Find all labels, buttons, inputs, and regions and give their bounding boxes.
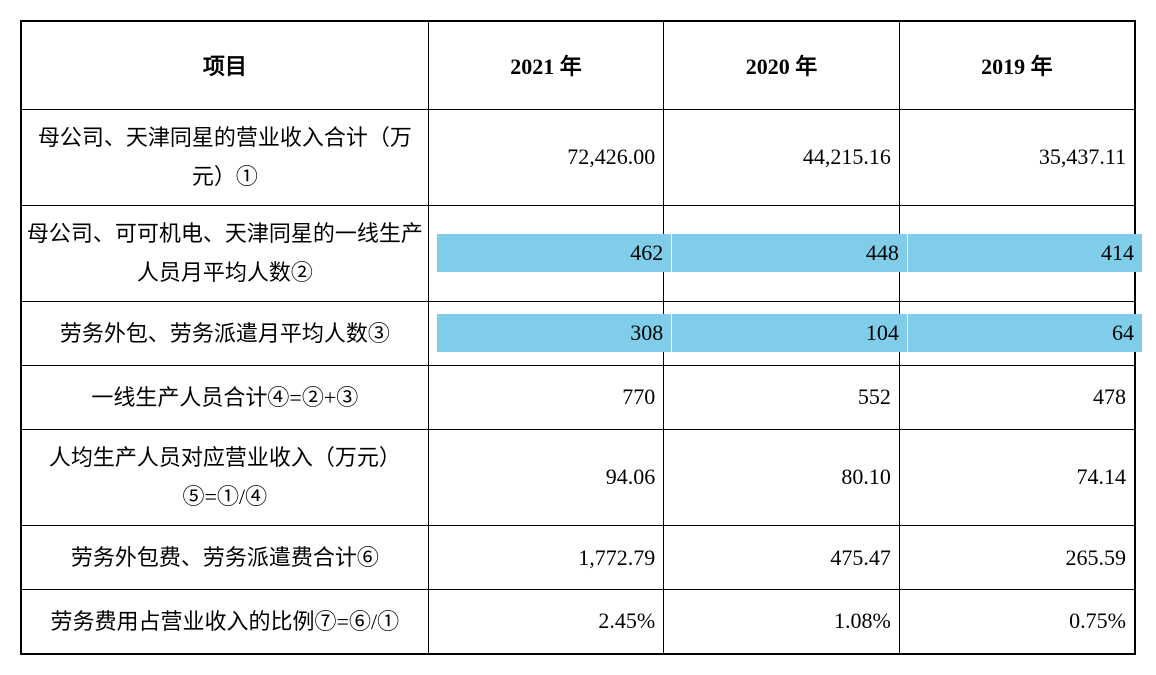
row-value: 552 bbox=[664, 365, 900, 429]
row-value: 1,772.79 bbox=[428, 526, 664, 590]
row-value: 104 bbox=[664, 301, 900, 365]
table-header-row: 项目 2021 年 2020 年 2019 年 bbox=[21, 21, 1135, 109]
table-row: 人均生产人员对应营业收入（万元）⑤=①/④94.0680.1074.14 bbox=[21, 429, 1135, 525]
row-value: 72,426.00 bbox=[428, 109, 664, 205]
row-value: 475.47 bbox=[664, 526, 900, 590]
row-label: 母公司、可可机电、天津同星的一线生产人员月平均人数② bbox=[21, 205, 428, 301]
row-value: 80.10 bbox=[664, 429, 900, 525]
header-year-2021: 2021 年 bbox=[428, 21, 664, 109]
row-value: 462 bbox=[428, 205, 664, 301]
row-value: 448 bbox=[664, 205, 900, 301]
row-value: 478 bbox=[899, 365, 1135, 429]
table-row: 劳务外包费、劳务派遣费合计⑥1,772.79475.47265.59 bbox=[21, 526, 1135, 590]
header-year-2019: 2019 年 bbox=[899, 21, 1135, 109]
header-year-2020: 2020 年 bbox=[664, 21, 900, 109]
table-row: 一线生产人员合计④=②+③770552478 bbox=[21, 365, 1135, 429]
row-value: 44,215.16 bbox=[664, 109, 900, 205]
row-value: 265.59 bbox=[899, 526, 1135, 590]
row-value: 74.14 bbox=[899, 429, 1135, 525]
row-value: 35,437.11 bbox=[899, 109, 1135, 205]
financial-table-container: 项目 2021 年 2020 年 2019 年 母公司、天津同星的营业收入合计（… bbox=[20, 20, 1136, 655]
table-body: 母公司、天津同星的营业收入合计（万元）①72,426.0044,215.1635… bbox=[21, 109, 1135, 654]
table-row: 劳务外包、劳务派遣月平均人数③30810464 bbox=[21, 301, 1135, 365]
row-value: 414 bbox=[899, 205, 1135, 301]
row-value: 64 bbox=[899, 301, 1135, 365]
row-label: 一线生产人员合计④=②+③ bbox=[21, 365, 428, 429]
row-label: 劳务外包费、劳务派遣费合计⑥ bbox=[21, 526, 428, 590]
row-label: 人均生产人员对应营业收入（万元）⑤=①/④ bbox=[21, 429, 428, 525]
financial-table: 项目 2021 年 2020 年 2019 年 母公司、天津同星的营业收入合计（… bbox=[20, 20, 1136, 655]
header-item: 项目 bbox=[21, 21, 428, 109]
table-row: 母公司、天津同星的营业收入合计（万元）①72,426.0044,215.1635… bbox=[21, 109, 1135, 205]
table-row: 母公司、可可机电、天津同星的一线生产人员月平均人数②462448414 bbox=[21, 205, 1135, 301]
row-value: 308 bbox=[428, 301, 664, 365]
row-label: 劳务外包、劳务派遣月平均人数③ bbox=[21, 301, 428, 365]
row-label: 母公司、天津同星的营业收入合计（万元）① bbox=[21, 109, 428, 205]
row-value: 94.06 bbox=[428, 429, 664, 525]
row-value: 770 bbox=[428, 365, 664, 429]
